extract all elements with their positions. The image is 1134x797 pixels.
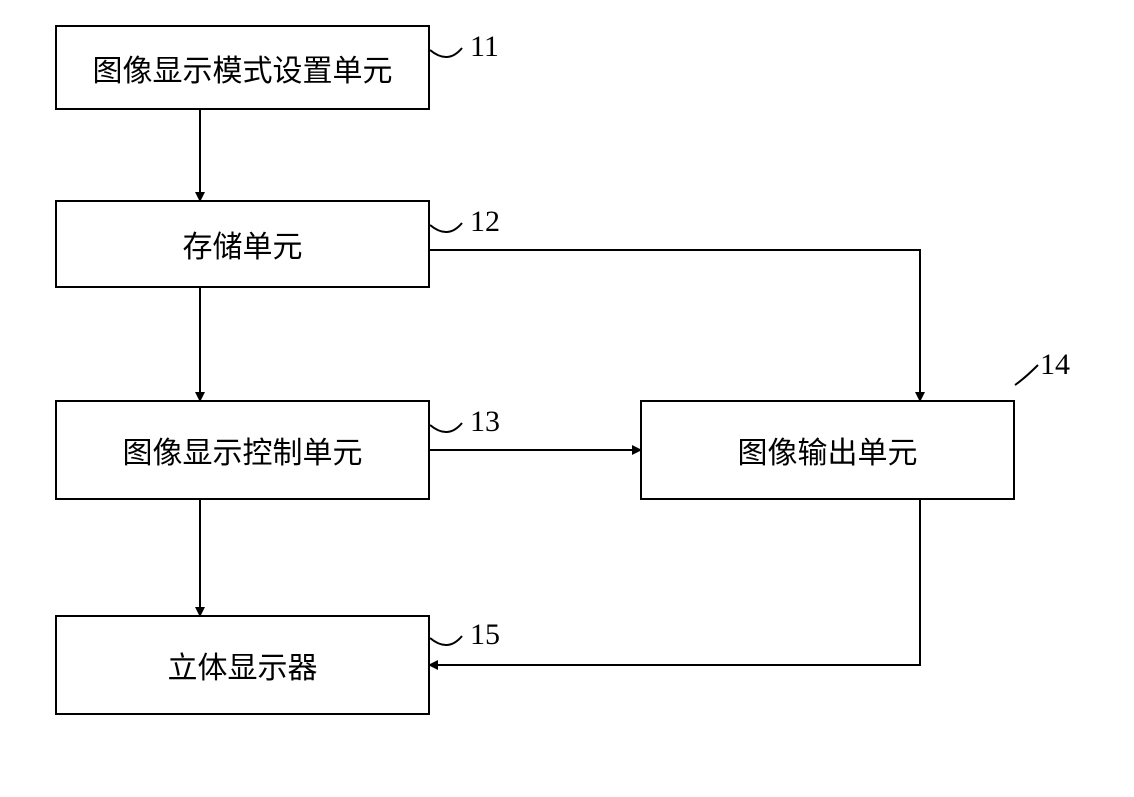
node-n13: 图像显示控制单元 [55,400,430,500]
leader-n11 [430,48,462,57]
node-label: 图像显示模式设置单元 [93,46,393,90]
node-number-n13: 13 [470,405,500,439]
diagram-canvas: 图像显示模式设置单元存储单元图像显示控制单元 图像输出单元立体显示器 11 12 13… [0,0,1134,797]
leader-n13 [430,423,462,432]
node-number-n15: 15 [470,618,500,652]
node-n12: 存储单元 [55,200,430,288]
node-n11: 图像显示模式设置单元 [55,25,430,110]
node-n15: 立体显示器 [55,615,430,715]
node-label: 图像输出单元 [738,428,918,472]
node-n14: 图像输出单元 [640,400,1015,500]
leader-n15 [430,636,462,645]
node-number-n12: 12 [470,205,500,239]
leader-n12 [430,223,462,232]
edge-n14-n15 [430,500,920,665]
leader-n14 [1015,365,1038,385]
node-label: 立体显示器 [168,643,318,687]
node-number-n11: 11 [470,30,499,64]
edge-n12-n14 [430,250,920,400]
node-number-n14: 14 [1040,348,1070,382]
node-label: 存储单元 [183,222,303,266]
node-label: 图像显示控制单元 [123,428,363,472]
